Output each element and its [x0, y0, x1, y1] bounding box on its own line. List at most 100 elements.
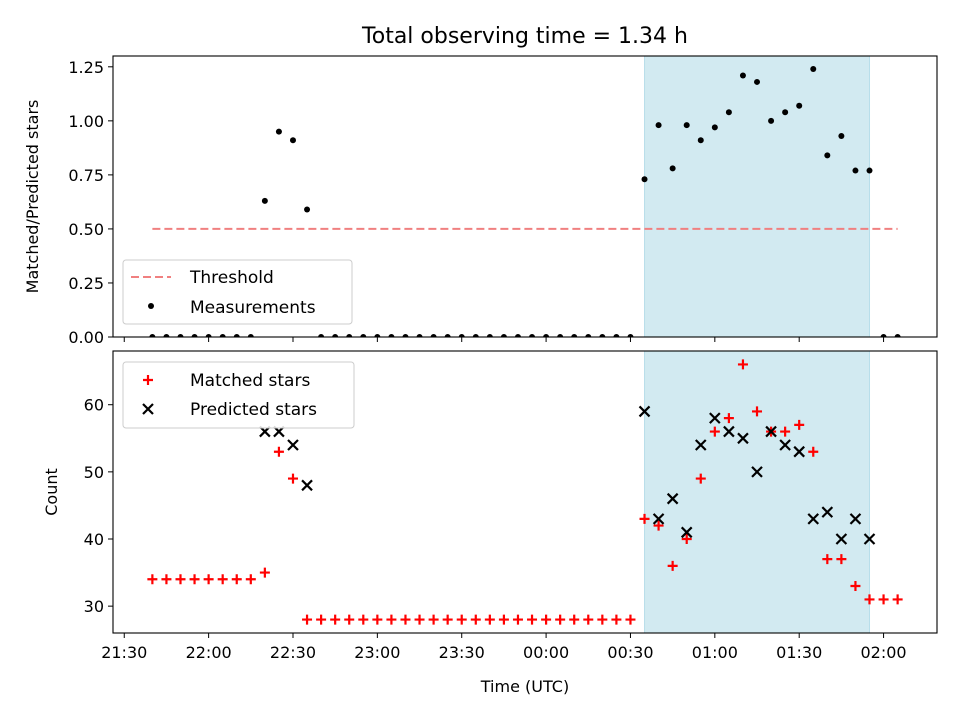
- figure-title: Total observing time = 1.34 h: [361, 24, 688, 49]
- predicted-star-point: [835, 533, 848, 545]
- matched-star-point: [217, 574, 228, 585]
- measurement-point: [332, 334, 339, 337]
- measurement-point: [500, 334, 507, 337]
- legend-predicted-swatch: [142, 403, 154, 415]
- matched-star-point: [892, 594, 903, 605]
- measurement-point: [711, 124, 718, 131]
- matched-star-point: [161, 574, 172, 585]
- measurement-point: [205, 334, 212, 337]
- matched-star-point: [695, 473, 706, 484]
- predicted-star-point: [751, 466, 763, 478]
- y-tick-label: 0.25: [68, 274, 104, 293]
- measurement-point: [149, 334, 156, 337]
- x-tick-label: 23:00: [354, 643, 400, 662]
- matched-star-point: [597, 614, 608, 625]
- measurement-point: [275, 128, 282, 135]
- matched-star-point: [611, 614, 622, 625]
- y-tick-label: 60: [84, 396, 104, 415]
- matched-star-point: [484, 614, 495, 625]
- matched-star-point: [639, 513, 650, 524]
- matched-star-point: [470, 614, 481, 625]
- measurement-point: [346, 334, 353, 337]
- measurement-point: [754, 78, 761, 85]
- matched-star-point: [456, 614, 467, 625]
- measurement-point: [697, 137, 704, 144]
- matched-star-point: [273, 446, 284, 457]
- matched-star-point: [189, 574, 200, 585]
- measurement-point: [191, 334, 198, 337]
- bottom-panel: 30 40 50 60 Count 21:30 22:00 22:30 23:00 23:30 00…: [42, 350, 938, 662]
- matched-star-point: [231, 574, 242, 585]
- measurement-point: [725, 109, 732, 116]
- measurement-point: [557, 334, 564, 337]
- matched-star-point: [428, 614, 439, 625]
- measurement-point: [289, 137, 296, 144]
- measurement-point: [571, 334, 578, 337]
- legend-threshold-label: Threshold: [189, 268, 274, 288]
- measurement-point: [838, 132, 845, 139]
- matched-star-point: [555, 614, 566, 625]
- measurement-point: [782, 109, 789, 116]
- x-tick-label: 00:00: [523, 643, 569, 662]
- matched-star-point: [667, 560, 678, 571]
- y-tick-label: 1.00: [68, 112, 104, 131]
- y-tick-label: 0.75: [68, 166, 104, 185]
- measurement-point: [486, 334, 493, 337]
- measurement-point: [543, 334, 550, 337]
- y-tick-label: 0.00: [68, 328, 104, 347]
- matched-star-point: [316, 614, 327, 625]
- measurement-point: [768, 117, 775, 124]
- measurement-point: [866, 167, 873, 174]
- measurement-point: [458, 334, 465, 337]
- predicted-star-point: [765, 425, 777, 438]
- matched-star-point: [723, 413, 734, 424]
- top-axes-frame: [112, 55, 938, 338]
- x-tick-label: 23:30: [439, 643, 485, 662]
- measurement-point: [318, 334, 325, 337]
- y-tick-label: 40: [84, 530, 104, 549]
- measurement-point: [796, 102, 803, 109]
- legend-measurement-swatch: [148, 303, 154, 309]
- matched-star-point: [808, 446, 819, 457]
- top-marks: [149, 65, 901, 337]
- matched-star-point: [625, 614, 636, 625]
- matched-star-point: [541, 614, 552, 625]
- top-y-axis-label: Matched/Predicted stars: [23, 100, 42, 294]
- bottom-y-axis-label: Count: [42, 468, 61, 516]
- matched-star-point: [147, 574, 158, 585]
- measurement-point: [599, 334, 606, 337]
- matched-star-point: [850, 581, 861, 591]
- x-tick-label: 21:30: [101, 643, 147, 662]
- matched-star-point: [752, 406, 763, 417]
- measurement-point: [219, 334, 226, 337]
- matched-star-point: [681, 534, 692, 544]
- measurement-point: [810, 65, 817, 72]
- measurement-point: [163, 334, 170, 337]
- x-tick-label: 01:00: [692, 643, 738, 662]
- y-tick-label: 1.25: [68, 58, 104, 77]
- matched-star-point: [498, 614, 509, 625]
- bottom-marks: [147, 359, 903, 625]
- matched-star-point: [372, 614, 383, 625]
- predicted-star-point: [807, 513, 820, 525]
- matched-star-point: [794, 419, 805, 430]
- predicted-star-point: [793, 445, 805, 458]
- matched-star-point: [175, 574, 186, 585]
- predicted-star-point: [638, 405, 651, 418]
- measurement-point: [233, 334, 240, 337]
- predicted-star-point: [680, 526, 693, 539]
- matched-star-point: [780, 426, 791, 437]
- x-axis-label: Time (UTC): [480, 677, 569, 696]
- x-tick-label: 00:30: [607, 643, 653, 662]
- measurement-point: [514, 334, 521, 337]
- predicted-star-point: [652, 513, 665, 525]
- matched-star-point: [822, 554, 833, 565]
- measurement-point: [613, 334, 620, 337]
- measurement-point: [669, 165, 676, 172]
- measurement-point: [472, 334, 479, 337]
- predicted-star-point: [821, 506, 834, 518]
- legend-matched-swatch: [143, 375, 153, 385]
- matched-star-point: [864, 594, 875, 605]
- predicted-star-point: [849, 513, 862, 525]
